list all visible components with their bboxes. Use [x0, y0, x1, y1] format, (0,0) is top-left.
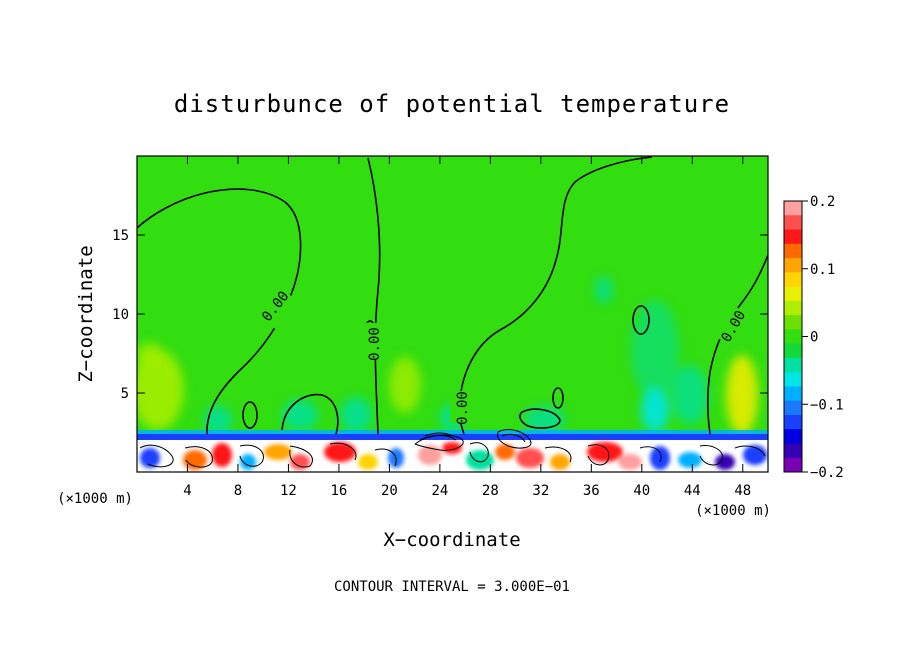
x-tick-label: 44 — [684, 483, 701, 499]
colorbar-swatch — [784, 443, 802, 459]
x-tick-label: 32 — [532, 483, 549, 499]
anomaly-cyan-8 — [672, 365, 708, 425]
contour-zero-center — [367, 157, 381, 435]
colorbar-swatch — [784, 229, 802, 245]
x-tick-label: 16 — [330, 483, 347, 499]
colorbar-tick-label: 0.2 — [810, 194, 835, 210]
colorbar-swatch — [784, 386, 802, 402]
colorbar-swatch — [784, 457, 802, 473]
x-unit-right: (×1000 m) — [695, 503, 771, 519]
anomaly-cyan-5 — [595, 276, 613, 304]
x-tick-label: 36 — [583, 483, 600, 499]
x-tick-label: 40 — [633, 483, 650, 499]
anomaly-yellow-right — [726, 355, 758, 435]
colorbar-tick-label: −0.2 — [810, 465, 844, 481]
anomaly-yellow-left — [137, 350, 184, 430]
colorbar-tick-label: −0.1 — [810, 397, 844, 413]
colorbar-swatch — [784, 400, 802, 416]
plot-area: 0.00 0.00 0.00 0.00 — [137, 156, 768, 472]
anomaly-cyan-3 — [340, 397, 372, 433]
colorbar-swatch — [784, 201, 802, 216]
x-tick-label: 48 — [734, 483, 751, 499]
contour-label-2: 0.00 — [367, 327, 383, 361]
colorbar — [783, 200, 803, 473]
anomaly-cyan-2 — [282, 400, 318, 430]
colorbar-ticks: 0.2 0.1 0 −0.1 −0.2 — [802, 194, 844, 481]
y-axis-label: Z−coordinate — [75, 245, 97, 382]
x-unit-left: (×1000 m) — [57, 491, 133, 507]
colorbar-swatch — [784, 372, 802, 387]
y-tick-label: 15 — [112, 228, 129, 244]
colorbar-swatch — [784, 329, 802, 345]
contour-interval-note: CONTOUR INTERVAL = 3.000E−01 — [334, 579, 570, 595]
contour-loop-3 — [552, 387, 564, 409]
contour-loop-1 — [242, 401, 258, 429]
colorbar-swatch — [784, 414, 802, 430]
contour-loop-4 — [519, 408, 561, 429]
boundary-layer — [137, 429, 768, 472]
x-tick-label: 12 — [280, 483, 297, 499]
field-anomalies — [137, 276, 758, 435]
colorbar-swatch — [784, 272, 802, 288]
boundary-layer-edge-blue — [137, 434, 768, 440]
colorbar-swatch — [784, 258, 802, 273]
anomaly-cyan-7 — [641, 388, 669, 432]
y-tick-label: 5 — [121, 386, 129, 402]
x-tick-label: 28 — [482, 483, 499, 499]
colorbar-swatch — [784, 243, 802, 259]
y-tick-label: 10 — [112, 307, 129, 323]
x-tick-label: 8 — [234, 483, 242, 499]
anomaly-yellow-center — [389, 357, 421, 413]
x-tick-label: 4 — [183, 483, 191, 499]
boundary-layer-blobs — [140, 442, 767, 470]
contour-zero-left — [137, 188, 302, 435]
colorbar-swatch — [784, 357, 802, 373]
colorbar-tick-label: 0.1 — [810, 262, 835, 278]
colorbar-swatch — [784, 300, 802, 316]
colorbar-swatch — [784, 343, 802, 359]
chart-title: disturbunce of potential temperature — [174, 90, 730, 118]
y-ticks: 5 10 15 — [112, 228, 768, 402]
anomaly-cyan-6 — [631, 300, 679, 400]
anomaly-yellow-left-upper — [137, 343, 164, 367]
x-axis-label: X−coordinate — [383, 529, 520, 551]
colorbar-tick-label: 0 — [810, 330, 818, 346]
contour-label-3: 0.00 — [455, 391, 471, 425]
boundary-layer-edge-cyan — [137, 430, 768, 434]
contour-loop-2 — [281, 393, 339, 435]
colorbar-swatch — [784, 215, 802, 231]
colorbar-swatch — [784, 429, 802, 444]
colorbar-swatch — [784, 286, 802, 302]
boundary-layer-contours — [139, 429, 766, 468]
contour-loop-5 — [632, 305, 650, 335]
x-tick-label: 20 — [381, 483, 398, 499]
x-ticks: 4 8 12 16 20 24 28 32 36 40 44 48 — [183, 156, 751, 499]
colorbar-swatch — [784, 315, 802, 330]
x-tick-label: 24 — [431, 483, 448, 499]
